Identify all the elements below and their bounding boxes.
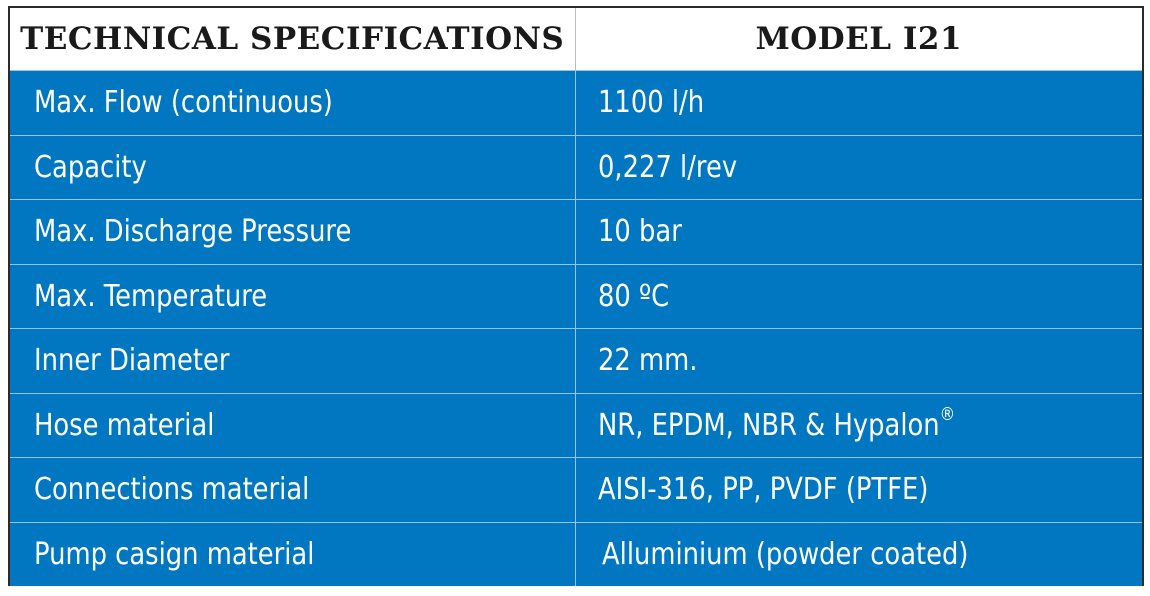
param-cell: Max. Flow (continuous) [9,70,575,135]
value-cell: 0,227 l/rev [574,134,1143,200]
param-cell: Pump casign material [9,521,575,586]
value-cell: 22 mm. [574,328,1143,393]
value-label: 0,227 l/rev [597,149,737,185]
table-row: Max. Flow (continuous) 1100 l/h [9,70,1143,135]
param-label: Hose material [34,407,215,443]
value-cell: 10 bar [574,199,1143,264]
table-row: Max. Discharge Pressure 10 bar [9,199,1143,264]
value-label: 80 ºC [597,278,669,314]
table-header-row: TECHNICAL SPECIFICATIONS MODEL I21 [9,7,1143,71]
header-technical-specifications: TECHNICAL SPECIFICATIONS [9,7,575,71]
value-label: Alluminium (powder coated) [601,536,968,572]
value-cell: AISI-316, PP, PVDF (PTFE) [574,457,1143,522]
param-label: Pump casign material [34,536,315,572]
value-label: 1100 l/h [597,85,704,121]
value-label: AISI-316, PP, PVDF (PTFE) [597,472,928,508]
param-cell: Connections material [9,457,575,522]
value-label: 22 mm. [597,343,698,379]
value-cell: 80 ºC [574,263,1143,329]
value-label: NR, EPDM, NBR & Hypalon [597,407,940,443]
table-row: Inner Diameter 22 mm. [9,328,1143,393]
param-label: Connections material [34,472,310,508]
table-row: Pump casign material Alluminium (powder … [9,521,1143,586]
value-cell: 1100 l/h [574,70,1143,135]
param-label: Inner Diameter [34,343,230,379]
param-cell: Inner Diameter [9,328,575,393]
param-cell: Hose material [9,392,575,458]
param-label: Capacity [34,149,147,185]
param-cell: Max. Discharge Pressure [9,199,575,264]
header-model: MODEL I21 [574,7,1143,71]
table-row: Hose material NR, EPDM, NBR & Hypalon® [9,392,1143,458]
param-cell: Capacity [9,134,575,200]
param-cell: Max. Temperature [9,263,575,329]
param-label: Max. Temperature [34,278,268,314]
value-cell: NR, EPDM, NBR & Hypalon® [574,392,1143,458]
param-label: Max. Discharge Pressure [34,214,352,250]
table-row: Max. Temperature 80 ºC [9,263,1143,329]
table-row: Capacity 0,227 l/rev [9,134,1143,200]
value-cell: Alluminium (powder coated) [574,521,1143,586]
value-label: 10 bar [597,214,682,250]
param-label: Max. Flow (continuous) [34,85,333,121]
registered-trademark-mark: ® [939,403,955,425]
spec-table: TECHNICAL SPECIFICATIONS MODEL I21 Max. … [8,6,1144,586]
table-row: Connections material AISI-316, PP, PVDF … [9,457,1143,522]
